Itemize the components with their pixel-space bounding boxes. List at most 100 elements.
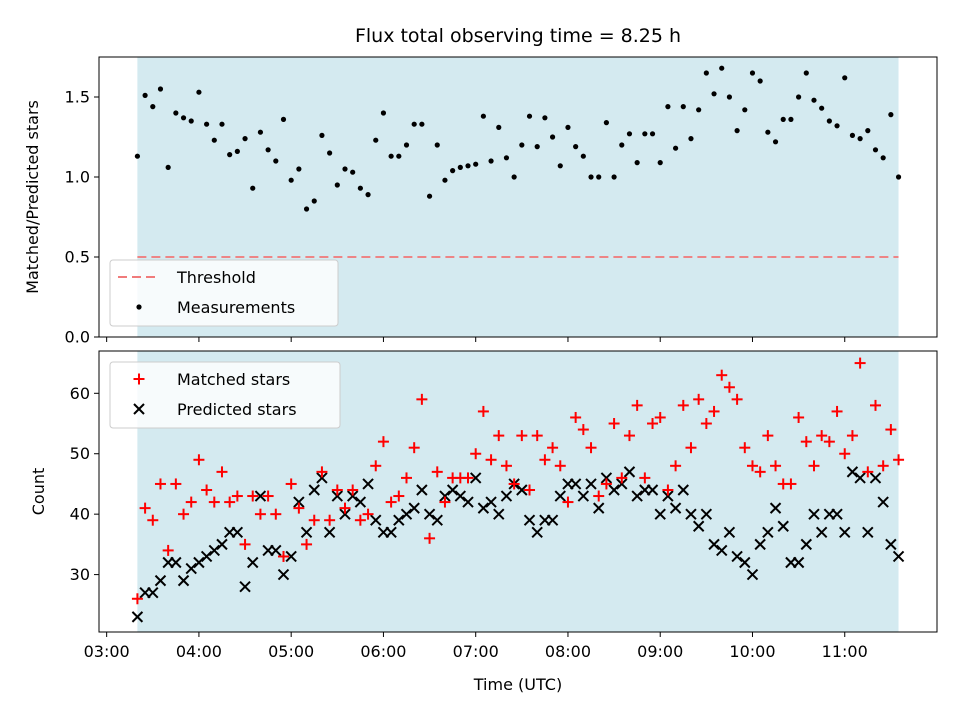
matched-point — [685, 442, 697, 454]
measurement-point — [188, 118, 194, 124]
measurement-point — [742, 107, 748, 113]
matched-point — [147, 514, 159, 526]
predicted-point — [646, 484, 659, 496]
measurement-point — [334, 182, 340, 188]
measurement-point — [880, 155, 886, 161]
measurement-point — [719, 65, 725, 71]
measurement-point — [734, 128, 740, 134]
measurement-point — [157, 86, 164, 92]
measurement-point — [219, 121, 225, 127]
predicted-point — [631, 490, 643, 502]
predicted-point — [623, 466, 636, 478]
top-y-tick-label: 1.5 — [65, 88, 90, 107]
predicted-point — [423, 508, 436, 520]
measurement-point — [549, 134, 556, 140]
matched-point — [670, 460, 682, 472]
predicted-stars-series — [131, 466, 905, 623]
top-legend-box — [109, 259, 339, 327]
measurement-point — [872, 147, 879, 153]
measurement-point — [465, 163, 471, 169]
predicted-point — [808, 508, 820, 520]
matched-point — [723, 381, 735, 393]
measurement-point — [196, 89, 202, 95]
matched-point — [893, 454, 905, 466]
measurement-point — [388, 153, 394, 159]
matched-point — [324, 514, 336, 526]
measurement-point — [780, 116, 786, 122]
predicted-point — [193, 556, 205, 569]
predicted-point — [677, 484, 689, 496]
legend-threshold-label: Threshold — [176, 268, 256, 287]
predicted-point — [892, 550, 905, 563]
measurement-point — [342, 166, 348, 172]
measurement-point — [303, 206, 310, 212]
predicted-point — [254, 490, 267, 502]
matched-point — [154, 478, 166, 490]
measurement-point — [611, 174, 617, 180]
matched-point — [831, 405, 843, 417]
predicted-point — [877, 496, 889, 508]
matched-point — [647, 418, 659, 430]
predicted-point — [516, 484, 528, 496]
matched-point — [785, 478, 797, 490]
matched-point — [754, 466, 766, 478]
bottom-x-ticks: 03:00 04:00 05:00 06:00 07:00 08:00 09:00 10:00… — [84, 632, 868, 661]
predicted-point — [554, 490, 566, 502]
measurement-point — [596, 174, 602, 180]
measurement-point — [165, 164, 171, 170]
measurement-point — [772, 139, 779, 145]
top-y-tick-label: 1.0 — [65, 168, 90, 187]
bottom-y-ticks: 30 40 50 60 — [70, 384, 99, 584]
predicted-point — [216, 538, 228, 551]
predicted-point — [769, 502, 782, 514]
predicted-point — [469, 472, 482, 484]
predicted-point — [231, 526, 244, 538]
top-panel: 0.0 0.5 1.0 1.5 Flux total observing time =… — [23, 25, 938, 347]
predicted-point — [854, 472, 866, 484]
predicted-point — [669, 502, 682, 514]
top-axes-frame — [98, 56, 938, 338]
matched-point — [570, 411, 582, 423]
measurement-point — [442, 177, 448, 183]
matched-point — [593, 490, 605, 502]
legend-predicted-swatch — [133, 403, 145, 415]
predicted-point — [208, 544, 221, 557]
predicted-point — [408, 502, 420, 514]
matched-point — [370, 460, 382, 472]
matched-point — [239, 538, 251, 550]
measurement-point — [696, 107, 702, 113]
matched-point — [816, 430, 828, 442]
predicted-point — [154, 574, 167, 587]
matched-point — [854, 357, 866, 369]
bottom-legend: Matched stars Predicted stars — [109, 361, 341, 429]
matched-point — [700, 418, 712, 430]
matched-point — [793, 411, 805, 423]
predicted-point — [500, 490, 513, 502]
measurement-point — [557, 163, 563, 169]
measurement-point — [826, 118, 832, 124]
measurement-point — [711, 91, 717, 97]
measurement-point — [296, 166, 302, 172]
legend-x-marker — [133, 403, 145, 415]
measurement-point — [534, 144, 540, 150]
predicted-point — [277, 568, 290, 581]
x-axis-label: Time (UTC) — [473, 675, 562, 694]
predicted-point — [862, 526, 874, 538]
predicted-point — [416, 484, 428, 496]
predicted-point — [600, 472, 613, 484]
measurement-point — [603, 120, 610, 126]
matched-point — [339, 502, 351, 514]
legend-matched-swatch — [133, 373, 145, 385]
bottom-y-axis-label: Count — [29, 468, 48, 516]
measurement-point — [680, 104, 686, 110]
predicted-point — [270, 544, 282, 557]
measurement-point — [265, 147, 271, 153]
predicted-point — [885, 538, 897, 551]
measurement-point — [888, 112, 894, 118]
matched-point — [431, 466, 443, 478]
predicted-point — [446, 484, 459, 496]
measurement-point — [327, 150, 333, 156]
top-x-ticks — [106, 337, 846, 342]
predicted-point — [454, 490, 467, 502]
predicted-point — [815, 526, 828, 538]
